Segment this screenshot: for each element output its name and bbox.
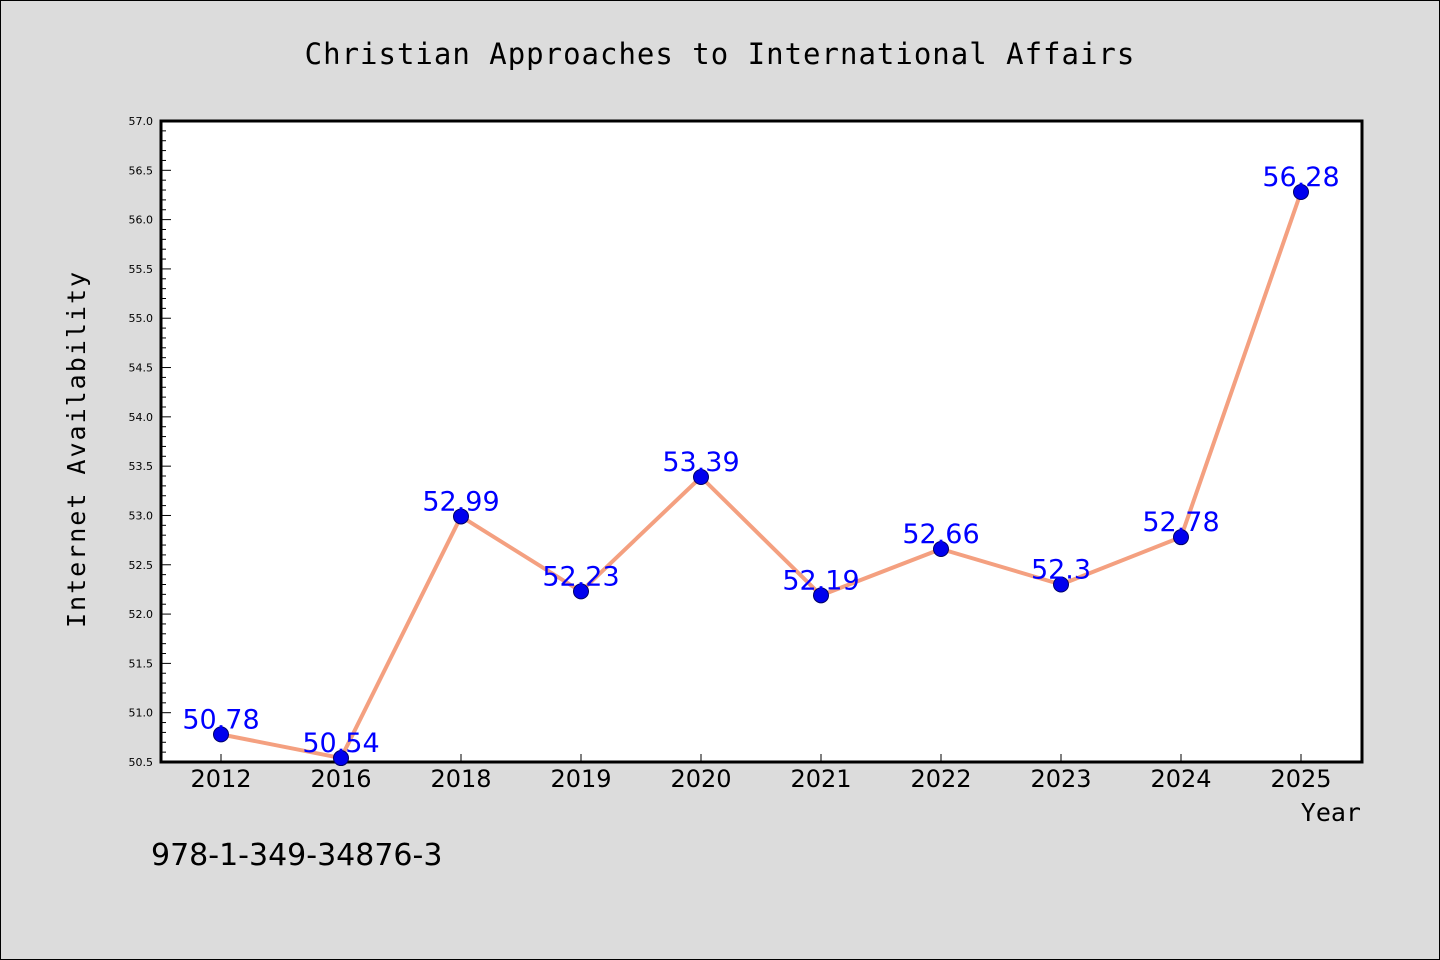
data-point xyxy=(933,540,949,557)
y-tick-label: 52.5 xyxy=(129,559,154,572)
series-line xyxy=(219,190,1303,761)
y-tick-label: 54.0 xyxy=(129,411,154,424)
data-label: 52.19 xyxy=(782,565,859,596)
data-label: 52.66 xyxy=(902,519,979,550)
x-tick-label: 2016 xyxy=(310,765,371,793)
x-tick-label: 2020 xyxy=(670,765,731,793)
x-tick-label: 2024 xyxy=(1150,765,1211,793)
data-point xyxy=(573,583,589,600)
y-tick-label: 57.0 xyxy=(129,115,154,128)
y-tick-label: 51.5 xyxy=(129,657,154,670)
y-tick-label: 56.0 xyxy=(129,214,154,227)
x-axis: 2012 2016 2018 2019 2020 2021 2022 2023 2024 2025 xyxy=(190,754,1332,793)
data-point xyxy=(693,469,709,486)
chart-title: Christian Approaches to International Af… xyxy=(305,37,1136,71)
data-point xyxy=(1053,576,1069,593)
x-tick-label: 2025 xyxy=(1270,765,1331,793)
x-tick-label: 2023 xyxy=(1030,765,1091,793)
data-label: 52.23 xyxy=(542,561,619,592)
x-tick-label: 2022 xyxy=(910,765,971,793)
data-point xyxy=(1293,184,1309,201)
y-axis: 50.5 51.0 51.5 52.0 52.5 53.0 53.5 54.0 54.5 55.0… xyxy=(129,115,171,769)
y-tick-label: 55.0 xyxy=(129,312,154,325)
y-tick-label: 50.5 xyxy=(129,756,154,769)
data-point xyxy=(333,750,349,767)
data-label: 50.54 xyxy=(302,728,379,759)
data-point xyxy=(213,726,229,743)
data-label-layer: 50.78 50.54 52.99 52.23 53.39 52.19 52.66 52.3 5… xyxy=(182,162,1339,759)
data-label: 53.39 xyxy=(662,447,739,478)
data-label: 52.3 xyxy=(1031,554,1091,585)
y-tick-label: 53.0 xyxy=(129,509,154,522)
data-point xyxy=(813,587,829,604)
y-tick-label: 52.0 xyxy=(129,608,154,621)
plot-area xyxy=(159,119,1364,764)
x-tick-label: 2021 xyxy=(790,765,851,793)
x-tick-label: 2018 xyxy=(430,765,491,793)
data-point xyxy=(453,508,469,525)
y-tick-label: 51.0 xyxy=(129,707,154,720)
data-label: 50.78 xyxy=(182,704,259,735)
x-axis-label: Year xyxy=(1301,798,1361,827)
series-layer xyxy=(213,184,1309,767)
y-tick-label: 54.5 xyxy=(129,362,154,375)
data-label: 52.99 xyxy=(422,486,499,517)
y-tick-label: 53.5 xyxy=(129,460,154,473)
x-tick-label: 2012 xyxy=(190,765,251,793)
data-point xyxy=(1173,529,1189,546)
x-tick-label: 2019 xyxy=(550,765,611,793)
y-axis-label: Internet Availability xyxy=(62,270,91,628)
data-label: 52.78 xyxy=(1142,507,1219,538)
data-label: 56.28 xyxy=(1262,162,1339,193)
y-tick-label: 55.5 xyxy=(129,263,154,276)
isbn-text: 978-1-349-34876-3 xyxy=(151,838,442,873)
y-tick-label: 56.5 xyxy=(129,164,154,177)
